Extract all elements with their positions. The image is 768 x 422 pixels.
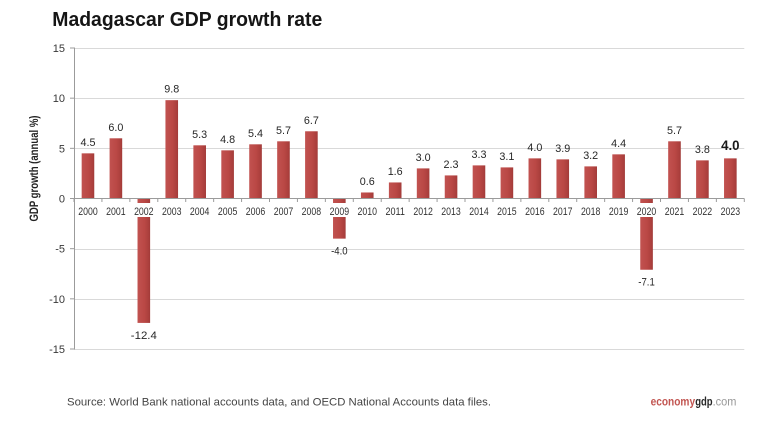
svg-text:2004: 2004	[190, 206, 210, 218]
svg-text:9.8: 9.8	[164, 84, 179, 96]
svg-text:2000: 2000	[78, 206, 98, 218]
svg-text:Madagascar GDP growth rate: Madagascar GDP growth rate	[52, 9, 322, 31]
svg-text:2006: 2006	[246, 206, 266, 218]
svg-text:3.8: 3.8	[695, 144, 710, 156]
svg-text:2012: 2012	[413, 206, 433, 218]
svg-text:2010: 2010	[358, 206, 378, 218]
svg-text:2013: 2013	[441, 206, 461, 218]
svg-text:0: 0	[59, 194, 65, 206]
svg-text:2014: 2014	[469, 206, 489, 218]
svg-text:5.3: 5.3	[192, 129, 207, 141]
svg-text:6.7: 6.7	[304, 115, 319, 127]
svg-text:2018: 2018	[581, 206, 601, 218]
svg-text:4.0: 4.0	[721, 137, 740, 153]
svg-text:4.0: 4.0	[527, 142, 542, 154]
svg-text:5.7: 5.7	[276, 125, 291, 137]
svg-text:4.5: 4.5	[80, 137, 95, 149]
svg-text:2021: 2021	[665, 206, 685, 218]
svg-text:3.9: 3.9	[555, 143, 570, 155]
svg-text:gdp: gdp	[695, 396, 712, 408]
svg-text:2011: 2011	[385, 206, 405, 218]
svg-text:3.2: 3.2	[583, 150, 598, 162]
svg-text:2001: 2001	[106, 206, 126, 218]
svg-text:2016: 2016	[525, 206, 545, 218]
svg-text:3.3: 3.3	[471, 149, 486, 161]
svg-text:5.7: 5.7	[667, 125, 682, 137]
svg-text:2019: 2019	[609, 206, 629, 218]
svg-text:5.4: 5.4	[248, 128, 263, 140]
svg-text:.com: .com	[713, 396, 737, 408]
svg-text:2020: 2020	[637, 206, 657, 218]
svg-text:2002: 2002	[134, 206, 154, 218]
svg-text:3.1: 3.1	[499, 151, 514, 163]
svg-text:-5: -5	[55, 244, 65, 256]
svg-text:4.8: 4.8	[220, 134, 235, 146]
svg-text:Source: World Bank national ac: Source: World Bank national accounts dat…	[67, 397, 491, 409]
svg-text:10: 10	[53, 93, 65, 105]
svg-text:-4.0: -4.0	[331, 246, 348, 258]
svg-text:-7.1: -7.1	[638, 277, 655, 289]
svg-text:-15: -15	[49, 344, 65, 356]
svg-text:3.0: 3.0	[416, 152, 431, 164]
svg-text:GDP growth (annual %): GDP growth (annual %)	[27, 116, 41, 222]
svg-text:2009: 2009	[330, 206, 350, 218]
svg-text:2.3: 2.3	[444, 159, 459, 171]
svg-text:-12.4: -12.4	[131, 330, 157, 342]
svg-text:2017: 2017	[553, 206, 573, 218]
svg-text:1.6: 1.6	[388, 166, 403, 178]
svg-text:2003: 2003	[162, 206, 182, 218]
svg-text:2015: 2015	[497, 206, 517, 218]
svg-text:2023: 2023	[721, 206, 741, 218]
svg-text:2007: 2007	[274, 206, 294, 218]
svg-text:2005: 2005	[218, 206, 238, 218]
svg-text:6.0: 6.0	[108, 122, 123, 134]
svg-text:2022: 2022	[693, 206, 713, 218]
svg-text:2008: 2008	[302, 206, 322, 218]
svg-text:economy: economy	[651, 396, 696, 408]
svg-text:4.4: 4.4	[611, 138, 626, 150]
svg-text:-10: -10	[49, 294, 65, 306]
svg-text:0.6: 0.6	[360, 176, 375, 188]
svg-text:5: 5	[59, 143, 65, 155]
svg-text:15: 15	[53, 43, 65, 55]
